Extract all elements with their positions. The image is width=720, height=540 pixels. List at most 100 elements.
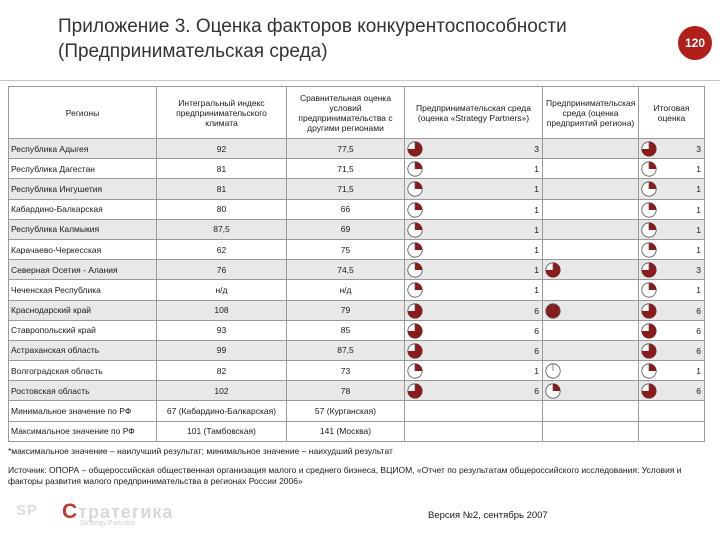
enterprise-rating-pie-icon [545,363,561,379]
company-logo: SP Стратегика Strategy Partners [10,498,190,528]
table-row: Кабардино-Балкарская 80 66 1 1 [8,198,705,220]
title-line-2: (Предпринимательская среда) [58,41,328,62]
comparative-score-value: н/д [286,279,405,301]
sp-rating-pie [407,282,423,298]
sp-rating-pie-icon [407,343,423,359]
table-row: Республика Дагестан 81 71,5 1 1 [8,158,705,180]
max-value-row-empty [638,420,705,442]
sp-rating-cell: 1 [404,259,543,281]
integral-index-value: 93 [156,319,287,341]
sp-rating-rank: 1 [534,285,539,296]
comparative-score-value: 69 [286,218,405,240]
final-rating-cell: 1 [638,360,705,382]
final-rating-cell: 1 [638,238,705,261]
table-row: Северная Осетия - Алания 76 74,5 1 3 [8,259,705,281]
final-rating-pie [641,222,657,238]
sp-rating-rank: 6 [534,345,539,356]
sp-rating-pie [407,302,423,319]
enterprise-rating-pie [545,302,561,319]
table-row: Республика Ингушетия 81 71,5 1 1 [8,178,705,200]
enterprise-rating-pie-icon [545,262,561,278]
sp-rating-cell: 1 [404,158,543,180]
region-name: Ставропольский край [8,319,157,341]
comparative-score-value: 87,5 [286,339,405,362]
enterprise-rating-cell [542,279,639,301]
logo-subtitle: Strategy Partners [80,520,135,527]
enterprise-rating-pie [545,363,561,379]
final-rating-pie-icon [641,302,657,319]
title-divider [0,80,720,81]
final-rating-rank: 6 [696,325,701,336]
sp-rating-rank: 6 [534,325,539,336]
table-row: Волгоградская область 82 73 1 1 [8,360,705,382]
col-header-enterprise-rating: Предпринимательская среда (оценка предпр… [542,86,639,139]
sp-rating-rank: 3 [534,144,539,154]
integral-index-value: 80 [156,198,287,220]
final-rating-pie [641,363,657,379]
enterprise-rating-cell [542,198,639,220]
sp-rating-pie-icon [407,383,423,399]
table-row: Чеченская Республика н/д н/д 1 1 [8,279,705,301]
sp-rating-pie-icon [407,323,423,339]
table-row: Ростовская область 102 78 6 6 [8,380,705,402]
sp-rating-pie [407,383,423,399]
enterprise-rating-cell [542,218,639,240]
final-rating-pie [641,141,657,157]
source-note: Источник: ОПОРА – общероссийская обществ… [8,465,682,486]
integral-index-value: 99 [156,339,287,362]
min-value-row-empty [542,400,639,422]
col-header-final: Итоговая оценка [638,86,705,139]
enterprise-rating-cell [542,380,639,402]
final-rating-rank: 1 [696,366,701,377]
final-rating-pie-icon [641,343,657,359]
enterprise-rating-cell [542,339,639,362]
comparative-score-value: 71,5 [286,178,405,200]
table-row: Ставропольский край 93 85 6 6 [8,319,705,341]
integral-index-value: 62 [156,238,287,261]
sp-rating-cell: 1 [404,360,543,382]
sp-rating-cell: 6 [404,380,543,402]
final-rating-pie-icon [641,262,657,278]
comparative-score-value: 66 [286,198,405,220]
final-rating-rank: 1 [696,244,701,255]
sp-rating-pie [407,161,423,177]
region-name: Ростовская область [8,380,157,402]
final-rating-rank: 1 [696,164,701,175]
col-header-index: Интегральный индекс предпринимательского… [156,86,287,139]
final-rating-rank: 1 [696,224,701,235]
integral-index-value: 76 [156,259,287,281]
col-header-comparative: Сравнительная оценка условий предпринима… [286,86,405,139]
table-header-row: Регионы Интегральный индекс предпринимат… [8,86,705,139]
enterprise-rating-cell [542,319,639,341]
table-row: Астраханская область 99 87,5 6 6 [8,339,705,362]
sp-rating-pie-icon [407,222,423,238]
enterprise-rating-cell [542,158,639,180]
enterprise-rating-pie [545,262,561,278]
enterprise-rating-cell [542,360,639,382]
final-rating-pie-icon [641,282,657,298]
min-value-row-comparative: 57 (Курганская) [286,400,405,422]
sp-rating-pie [407,181,423,197]
col-header-sp-rating: Предпринимательская среда (оценка «Strat… [404,86,543,139]
max-value-row-empty [542,420,639,442]
table-row: Карачаево-Черкесская 62 75 1 1 [8,238,705,261]
sp-rating-rank: 1 [534,164,539,175]
enterprise-rating-cell [542,137,639,160]
competitiveness-table: Регионы Интегральный индекс предпринимат… [8,86,705,442]
sp-rating-pie-icon [407,282,423,298]
sp-rating-rank: 6 [534,305,539,316]
page-title: Приложение 3. Оценка факторов конкуренто… [58,14,638,64]
integral-index-value: 81 [156,158,287,180]
region-name: Республика Адыгея [8,137,157,160]
table-row: Краснодарский край 108 79 6 6 [8,299,705,321]
min-value-row-empty [638,400,705,422]
sp-rating-pie [407,222,423,238]
sp-rating-rank: 6 [534,386,539,397]
sp-rating-pie [407,323,423,339]
min-value-row-empty [404,400,543,422]
sp-rating-rank: 1 [534,366,539,377]
max-value-row-label: Максимальное значение по РФ [8,420,157,442]
comparative-score-value: 75 [286,238,405,261]
final-rating-rank: 1 [696,204,701,215]
sp-rating-cell: 1 [404,178,543,200]
